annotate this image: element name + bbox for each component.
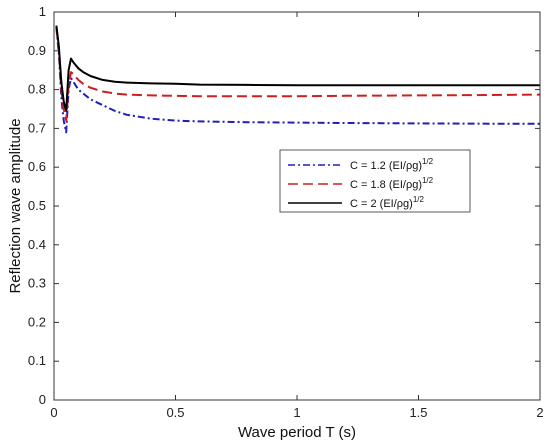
legend-label-main: C = 1.2 (EI/ρg) (350, 160, 422, 172)
legend-label-superscript: 1/2 (413, 195, 425, 204)
x-tick-label: 1 (293, 405, 300, 420)
y-tick-label: 0.7 (28, 120, 46, 135)
series-line-1 (55, 27, 540, 134)
x-tick-label: 0 (50, 405, 57, 420)
legend-label-2: C = 1.8 (EI/ρg)1/2 (350, 176, 434, 191)
x-axis-label: Wave period T (s) (238, 424, 356, 441)
y-tick-label: 1 (39, 4, 46, 19)
x-tick-label: 2 (536, 405, 543, 420)
legend-label-main: C = 1.8 (EI/ρg) (350, 179, 422, 191)
legend-label-3: C = 2 (EI/ρg)1/2 (350, 195, 424, 210)
legend: C = 1.2 (EI/ρg)1/2C = 1.8 (EI/ρg)1/2C = … (279, 149, 471, 213)
y-axis-label: Reflection wave amplitude (7, 118, 24, 293)
series-line-2 (55, 27, 541, 122)
y-tick-label: 0.4 (28, 237, 46, 252)
y-tick-label: 0.3 (28, 276, 46, 291)
x-tick-label: 0.5 (166, 405, 184, 420)
legend-label-1: C = 1.2 (EI/ρg)1/2 (350, 157, 434, 172)
y-tick-label: 0.5 (28, 198, 46, 213)
series-layer (55, 25, 541, 134)
legend-label-superscript: 1/2 (422, 176, 434, 185)
y-tick-label: 0 (39, 392, 46, 407)
legend-box (279, 149, 471, 213)
y-tick-label: 0.6 (28, 159, 46, 174)
y-tick-label: 0.1 (28, 353, 46, 368)
legend-label-main: C = 2 (EI/ρg) (350, 198, 413, 210)
y-tick-label: 0.8 (28, 82, 46, 97)
y-tick-label: 0.2 (28, 314, 46, 329)
ticks-layer: 0 0.5 1 1.5 2 0 0.1 0.2 0.3 0.4 0.5 0.6 0.7 0.8 0.9 1 (28, 4, 544, 420)
y-tick-label: 0.9 (28, 43, 46, 58)
legend-label-superscript: 1/2 (422, 157, 434, 166)
series-line-3 (55, 25, 540, 112)
x-tick-label: 1.5 (409, 405, 427, 420)
